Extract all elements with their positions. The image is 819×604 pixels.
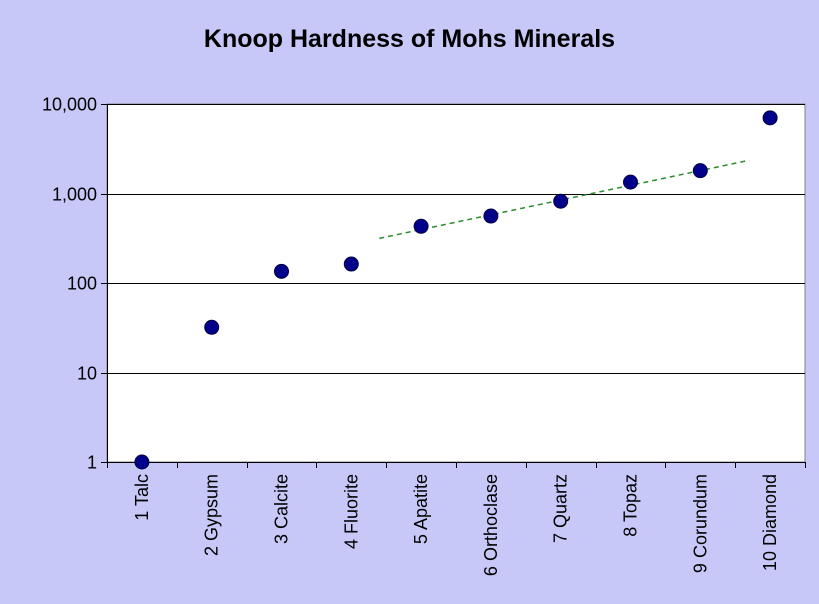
x-tick-label: 5 Apatite xyxy=(411,474,431,544)
x-tick-label: 9 Corundum xyxy=(690,474,710,573)
y-tick-label: 10,000 xyxy=(42,95,97,115)
x-tick-label: 8 Topaz xyxy=(621,474,641,537)
axes xyxy=(101,104,806,468)
y-tick-label: 1,000 xyxy=(52,185,97,205)
data-point xyxy=(553,193,569,209)
data-point xyxy=(692,163,708,179)
y-tick-label: 1 xyxy=(87,453,97,473)
data-point xyxy=(483,208,499,224)
data-point xyxy=(134,454,150,470)
data-point xyxy=(623,174,638,190)
x-tick-label: 2 Gypsum xyxy=(202,474,222,556)
x-tick-label: 10 Diamond xyxy=(760,474,780,571)
x-tick-labels: 1 Talc 2 Gypsum 3 Calcite 4 Fluorite 5 Apati… xyxy=(132,474,780,576)
data-point xyxy=(343,256,359,272)
data-point xyxy=(762,110,778,126)
x-tick-label: 1 Talc xyxy=(132,474,152,521)
y-tick-label: 100 xyxy=(67,274,97,294)
x-tick-label: 4 Fluorite xyxy=(341,474,361,549)
chart-title: Knoop Hardness of Mohs Minerals xyxy=(203,25,616,53)
grid-lines xyxy=(107,104,805,463)
y-tick-labels: 1 10 100 1,000 10,000 xyxy=(42,95,97,473)
data-point xyxy=(413,218,429,234)
y-tick-label: 10 xyxy=(77,364,97,384)
data-point xyxy=(274,263,289,279)
data-point xyxy=(204,319,220,335)
data-points xyxy=(134,110,778,470)
x-tick-label: 6 Orthoclase xyxy=(481,474,501,576)
x-tick-label: 7 Quartz xyxy=(551,474,571,543)
x-tick-label: 3 Calcite xyxy=(272,474,292,544)
